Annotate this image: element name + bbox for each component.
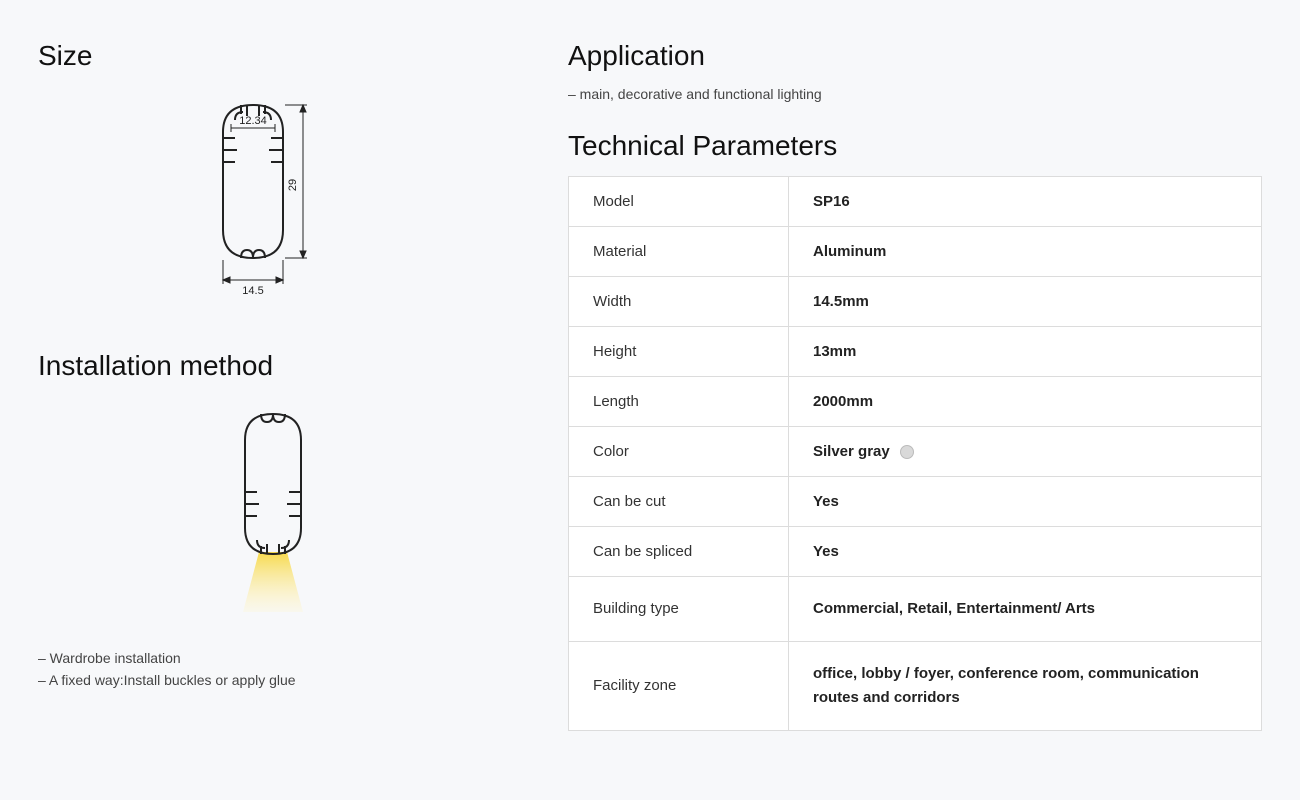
- tech-params-table: ModelSP16MaterialAluminumWidth14.5mmHeig…: [568, 176, 1262, 731]
- tech-heading: Technical Parameters: [568, 130, 1262, 162]
- param-value: 14.5mm: [789, 277, 1262, 327]
- param-value: Silver gray: [789, 427, 1262, 477]
- param-value: Aluminum: [789, 227, 1262, 277]
- dim-inner-width: 12.34: [239, 115, 267, 127]
- param-value: 2000mm: [789, 377, 1262, 427]
- size-heading: Size: [38, 40, 508, 72]
- table-row: Can be cutYes: [569, 477, 1262, 527]
- install-note-1: – A fixed way:Install buckles or apply g…: [38, 672, 508, 688]
- table-row: Can be splicedYes: [569, 527, 1262, 577]
- param-label: Length: [569, 377, 789, 427]
- dim-height: 29: [287, 179, 299, 191]
- table-row: Facility zoneoffice, lobby / foyer, conf…: [569, 642, 1262, 731]
- param-label: Color: [569, 427, 789, 477]
- install-note-0: – Wardrobe installation: [38, 650, 508, 666]
- param-value: office, lobby / foyer, conference room, …: [789, 642, 1262, 731]
- application-note: – main, decorative and functional lighti…: [568, 86, 1262, 102]
- param-value: SP16: [789, 177, 1262, 227]
- table-row: Building typeCommercial, Retail, Enterta…: [569, 577, 1262, 642]
- table-row: ColorSilver gray: [569, 427, 1262, 477]
- color-swatch: [900, 445, 914, 459]
- table-row: Height13mm: [569, 327, 1262, 377]
- param-label: Can be spliced: [569, 527, 789, 577]
- param-value: Yes: [789, 527, 1262, 577]
- param-label: Model: [569, 177, 789, 227]
- installation-heading: Installation method: [38, 350, 508, 382]
- param-value: Commercial, Retail, Entertainment/ Arts: [789, 577, 1262, 642]
- param-label: Material: [569, 227, 789, 277]
- param-value: 13mm: [789, 327, 1262, 377]
- param-label: Can be cut: [569, 477, 789, 527]
- param-label: Building type: [569, 577, 789, 642]
- param-label: Width: [569, 277, 789, 327]
- application-heading: Application: [568, 40, 1262, 72]
- table-row: Width14.5mm: [569, 277, 1262, 327]
- param-value: Yes: [789, 477, 1262, 527]
- size-diagram: 12.34 29 14.5: [38, 90, 508, 310]
- table-row: ModelSP16: [569, 177, 1262, 227]
- param-label: Height: [569, 327, 789, 377]
- param-label: Facility zone: [569, 642, 789, 731]
- dim-outer-width: 14.5: [242, 285, 263, 297]
- table-row: MaterialAluminum: [569, 227, 1262, 277]
- table-row: Length2000mm: [569, 377, 1262, 427]
- installation-diagram: [38, 400, 508, 620]
